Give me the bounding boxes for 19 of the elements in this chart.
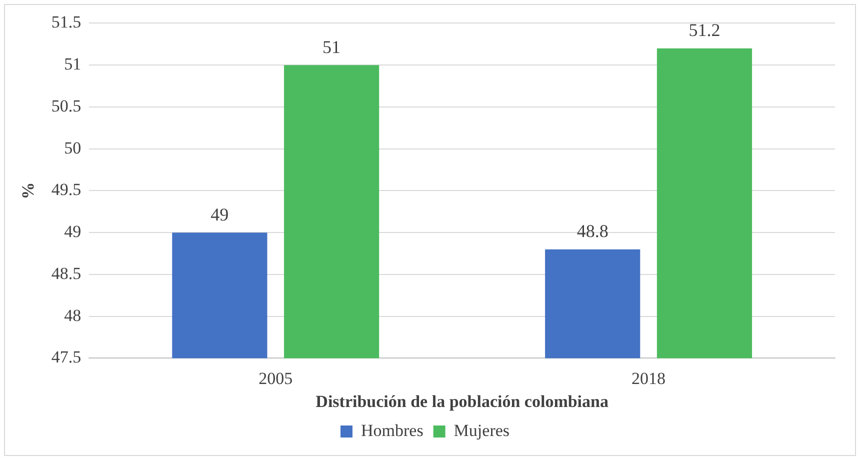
y-tick-label: 49	[64, 222, 82, 242]
x-tick-label: 2005	[258, 368, 293, 388]
y-tick-label: 50.5	[51, 96, 82, 116]
y-tick-label: 48.5	[51, 264, 82, 283]
legend-label: Hombres	[360, 420, 424, 440]
data-label: 49	[210, 204, 229, 224]
x-tick-label: 2018	[632, 368, 666, 388]
y-tick-label: 51.5	[51, 12, 82, 32]
y-tick-label: 47.5	[51, 348, 82, 367]
legend-label: Mujeres	[454, 420, 510, 440]
data-label: 48.8	[576, 221, 608, 242]
y-axis-title: %	[18, 182, 38, 200]
y-tick-label: 50	[64, 138, 82, 158]
x-axis-title: Distribución de la población colombiana	[316, 392, 609, 412]
y-tick-label: 51	[64, 54, 82, 74]
y-tick-label: 49.5	[51, 180, 82, 200]
y-tick-label: 48	[64, 306, 82, 325]
data-label: 51	[322, 36, 341, 57]
data-label: 51.2	[688, 20, 720, 40]
